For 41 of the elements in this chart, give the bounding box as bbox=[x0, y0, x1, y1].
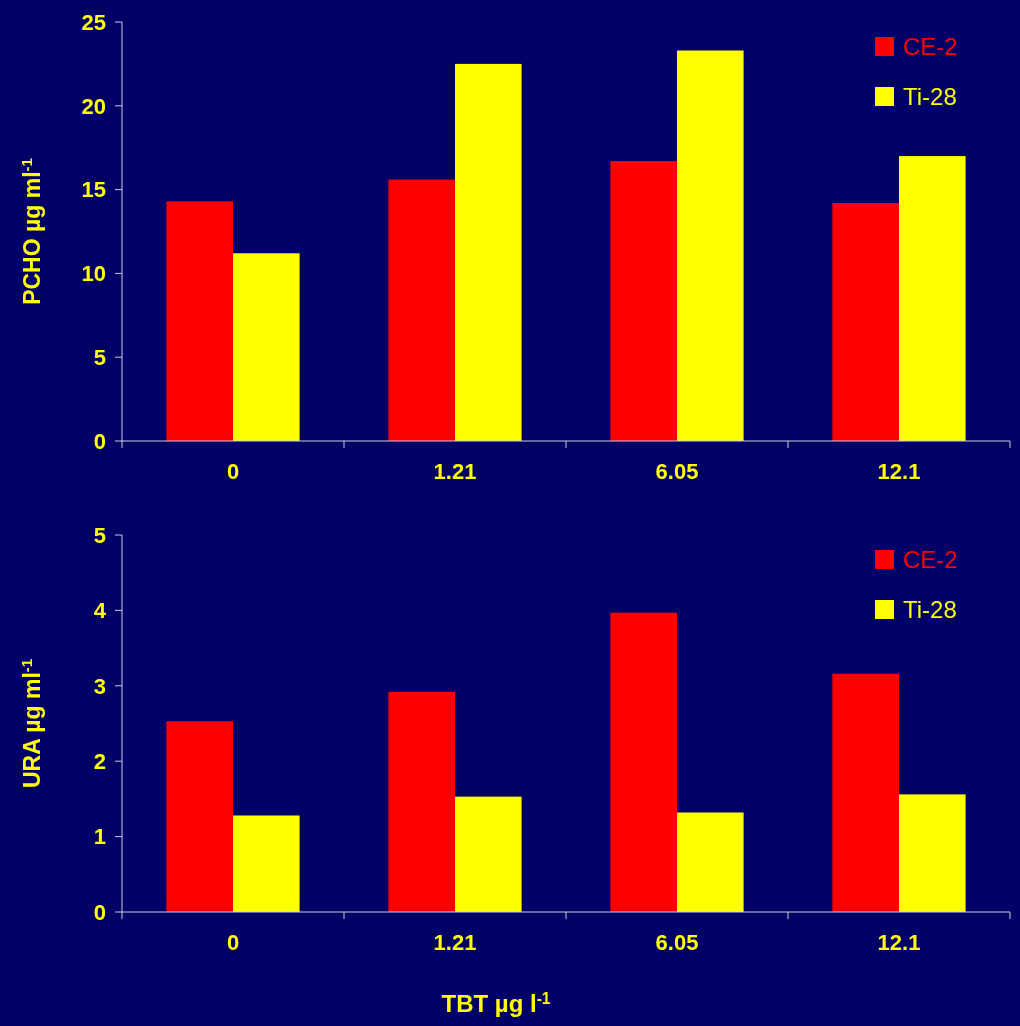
x-tick-label: 1.21 bbox=[433, 459, 477, 484]
bar bbox=[899, 156, 966, 441]
bar bbox=[233, 253, 300, 441]
x-tick-label: 6.05 bbox=[655, 459, 699, 484]
bar bbox=[610, 161, 677, 441]
y-tick-label: 0 bbox=[93, 899, 106, 925]
bar bbox=[388, 691, 455, 912]
x-tick-label: 12.1 bbox=[877, 930, 921, 955]
x-tick-label: 6.05 bbox=[655, 930, 699, 955]
y-tick-label: 5 bbox=[93, 344, 106, 370]
y-tick-label: 25 bbox=[81, 9, 106, 35]
x-tick-label: 1.21 bbox=[433, 930, 477, 955]
y-tick-label: 3 bbox=[93, 673, 106, 699]
bar bbox=[610, 612, 677, 912]
bar bbox=[233, 815, 300, 912]
y-tick-label: 20 bbox=[81, 93, 106, 119]
bar bbox=[166, 721, 233, 912]
bar bbox=[455, 63, 522, 441]
legend-label: CE-2 bbox=[903, 33, 958, 61]
bar bbox=[677, 812, 744, 912]
y-tick-label: 15 bbox=[81, 177, 106, 203]
y-tick-label: 5 bbox=[93, 522, 106, 548]
bar bbox=[388, 179, 455, 441]
y-tick-label: 1 bbox=[93, 824, 106, 850]
legend-label: Ti-28 bbox=[903, 83, 957, 111]
y-tick-label: 10 bbox=[81, 261, 106, 287]
x-tick-label: 12.1 bbox=[877, 459, 921, 484]
y-tick-label: 4 bbox=[93, 598, 107, 624]
bar bbox=[832, 203, 899, 441]
y-tick-label: 0 bbox=[93, 428, 106, 454]
x-tick-label: 0 bbox=[226, 459, 240, 484]
bar bbox=[166, 201, 233, 441]
bar bbox=[455, 796, 522, 912]
bar bbox=[677, 50, 744, 441]
legend-label: CE-2 bbox=[903, 546, 958, 574]
y-tick-label: 2 bbox=[93, 748, 106, 774]
x-tick-label: 0 bbox=[226, 930, 240, 955]
x-axis-title: TBT µg l$^{-1}$ bbox=[441, 989, 551, 1017]
bar bbox=[899, 794, 966, 912]
bar bbox=[832, 673, 899, 912]
legend-label: Ti-28 bbox=[903, 596, 957, 624]
